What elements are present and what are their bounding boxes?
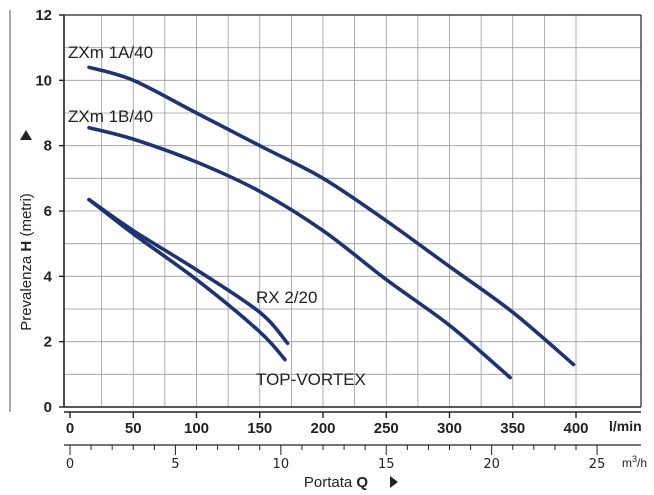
- y-tick-label: 2: [44, 334, 52, 351]
- x-tick-labels: 0 50 100 150 200 250 300 350 400: [66, 420, 589, 437]
- grid: [64, 15, 641, 407]
- x-tick-label: 100: [184, 420, 209, 437]
- x2-tick-label: 25: [589, 457, 606, 472]
- x-axis-arrow-icon: [390, 476, 398, 488]
- series-lines: [87, 65, 576, 380]
- y-tick-labels: 0 2 4 6 8 10 12: [35, 7, 52, 416]
- series-line-zxm-1b-40: [87, 125, 512, 380]
- x2-tick-label: 10: [273, 457, 290, 472]
- y-tick-label: 12: [35, 7, 52, 24]
- y-tick-label: 8: [44, 138, 52, 155]
- x2-tick-label: 15: [378, 457, 395, 472]
- y-tick-label: 4: [44, 268, 53, 285]
- y-tick-label: 0: [44, 399, 52, 416]
- series-labels: ZXm 1A/40 ZXm 1B/40 RX 2/20 TOP-VORTEX: [68, 43, 366, 389]
- series-label: ZXm 1B/40: [68, 107, 153, 126]
- axes: [9, 10, 642, 455]
- x2-tick-label: 0: [66, 457, 74, 472]
- series-label: RX 2/20: [256, 288, 317, 307]
- x-tick-label: 300: [437, 420, 462, 437]
- y-axis-arrow-icon: [20, 130, 32, 140]
- svg-text:Prevalenza H (metri): Prevalenza H (metri): [18, 193, 35, 331]
- x-tick-label: 200: [310, 420, 335, 437]
- x2-tick-label: 5: [171, 457, 179, 472]
- x2-tick-labels: 0 5 10 15 20 25: [66, 457, 605, 472]
- x-tick-label: 400: [563, 420, 588, 437]
- x2-unit-label: m3/h: [622, 454, 647, 470]
- x-tick-label: 250: [374, 420, 399, 437]
- x-unit-label: l/min: [609, 418, 642, 434]
- series-label: ZXm 1A/40: [68, 43, 153, 62]
- y-axis-title: Prevalenza H (metri): [18, 193, 35, 331]
- series-line-zxm-1a-40: [87, 65, 576, 367]
- y-tick-label: 6: [44, 203, 52, 220]
- x2-tick-label: 20: [483, 457, 500, 472]
- x-tick-label: 350: [500, 420, 525, 437]
- x-tick-label: 0: [66, 420, 74, 437]
- series-label: TOP-VORTEX: [256, 370, 366, 389]
- x-axis-title: Portata Q: [304, 474, 369, 491]
- x-tick-label: 50: [125, 420, 142, 437]
- y-tick-label: 10: [35, 72, 52, 89]
- x-tick-label: 150: [247, 420, 272, 437]
- series-line-top-vortex: [87, 197, 287, 362]
